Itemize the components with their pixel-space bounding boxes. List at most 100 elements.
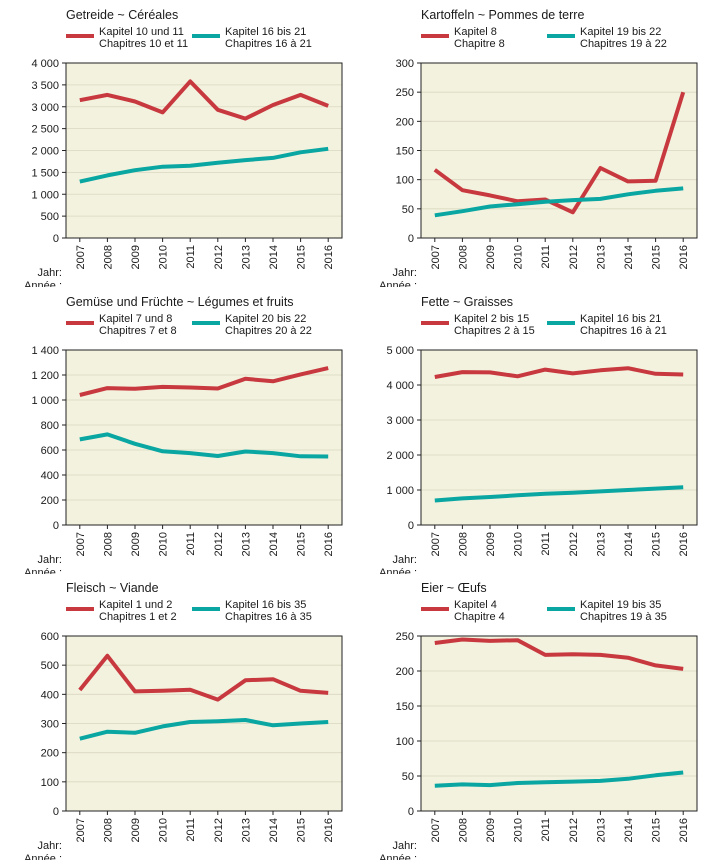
legend-label: Kapitel 7 und 8 xyxy=(99,313,173,325)
legend-swatch xyxy=(192,607,220,611)
series-line-red xyxy=(79,79,329,121)
x-tick-label: 2009 xyxy=(130,532,142,556)
legend-label-fr: Chapitres 19 à 22 xyxy=(580,38,667,50)
y-tick-label: 150 xyxy=(396,701,414,713)
y-tick-label: 200 xyxy=(396,666,414,678)
y-tick-label: 300 xyxy=(41,719,59,731)
axis-caption-jahr: Jahr: xyxy=(393,554,417,566)
chart-panel-eier: Eier ~ Œufs Kapitel 4 Chapitre 4 Kapitel… xyxy=(355,573,715,860)
x-tick-label: 2008 xyxy=(457,818,469,842)
x-tick-label: 2013 xyxy=(595,245,607,269)
chart-panel-fleisch: Fleisch ~ Viande Kapitel 1 und 2 Chapitr… xyxy=(0,573,360,860)
x-tick-label: 2012 xyxy=(568,245,580,269)
legend-label-fr: Chapitre 8 xyxy=(454,38,505,50)
legend-swatch xyxy=(66,321,94,325)
x-tick-label: 2012 xyxy=(213,245,225,269)
axis-caption-annee: Année : xyxy=(379,853,417,860)
x-tick-label: 2010 xyxy=(513,532,525,556)
x-tick-label: 2007 xyxy=(430,245,442,269)
x-tick-label: 2007 xyxy=(430,818,442,842)
x-tick-label: 2009 xyxy=(485,245,497,269)
y-tick-label: 1 200 xyxy=(31,370,59,382)
legend-label-fr: Chapitres 16 à 21 xyxy=(580,325,667,337)
y-tick-label: 250 xyxy=(396,87,414,99)
x-tick-label: 2007 xyxy=(75,818,87,842)
line-chart: 0 50 100 150 200 250 300 2007 2008 2009 2010 2011 20… xyxy=(379,58,698,287)
legend-swatch xyxy=(421,321,449,325)
y-tick-label: 600 xyxy=(41,631,59,643)
legend-label: Kapitel 19 bis 22 xyxy=(580,26,662,38)
x-tick-label: 2010 xyxy=(158,818,170,842)
y-tick-label: 150 xyxy=(396,146,414,158)
x-tick-label: 2015 xyxy=(651,245,663,269)
x-tick-label: 2014 xyxy=(623,818,635,842)
x-tick-label: 2015 xyxy=(296,245,308,269)
x-tick-label: 2007 xyxy=(430,532,442,556)
legend-label-fr: Chapitres 20 à 22 xyxy=(225,325,312,337)
plot-frame xyxy=(420,635,698,812)
y-tick-label: 3 500 xyxy=(31,80,59,92)
x-tick-label: 2010 xyxy=(513,245,525,269)
plot-frame xyxy=(420,349,698,526)
y-tick-label: 3 000 xyxy=(386,415,414,427)
legend-label: Kapitel 2 bis 15 xyxy=(454,313,530,325)
axis-caption-annee: Année : xyxy=(24,280,62,287)
legend-swatch xyxy=(547,607,575,611)
y-tick-label: 1 000 xyxy=(386,485,414,497)
legend-label-fr: Chapitres 10 et 11 xyxy=(99,38,189,50)
y-tick-label: 0 xyxy=(53,233,59,245)
legend-swatch xyxy=(66,34,94,38)
series-line-red xyxy=(434,637,684,671)
legend-swatch xyxy=(66,607,94,611)
x-tick-label: 2011 xyxy=(540,532,552,556)
legend-label-fr: Chapitres 19 à 35 xyxy=(580,611,667,623)
x-tick-label: 2015 xyxy=(296,532,308,556)
line-chart: 0 50 100 150 200 250 2007 2008 2009 2010 2011 2012 2… xyxy=(379,631,698,860)
x-tick-label: 2015 xyxy=(651,532,663,556)
legend-swatch xyxy=(192,321,220,325)
x-tick-label: 2011 xyxy=(185,818,197,842)
chart-panel-getreide: Getreide ~ Céréales Kapitel 10 und 11 Ch… xyxy=(0,0,360,287)
x-tick-label: 2015 xyxy=(651,818,663,842)
y-tick-label: 200 xyxy=(41,495,59,507)
legend-swatch xyxy=(192,34,220,38)
legend-label: Kapitel 16 bis 21 xyxy=(225,26,307,38)
y-tick-label: 2 500 xyxy=(31,124,59,136)
x-tick-label: 2016 xyxy=(323,818,335,842)
legend-swatch xyxy=(421,34,449,38)
y-tick-label: 1 500 xyxy=(31,167,59,179)
legend-label-fr: Chapitres 1 et 2 xyxy=(99,611,177,623)
x-tick-label: 2011 xyxy=(185,532,197,556)
plot-frame xyxy=(65,349,343,526)
chart-title: Fleisch ~ Viande xyxy=(66,581,159,595)
line-chart: 0 100 200 300 400 500 600 2007 2008 2009 2010 2011 2… xyxy=(24,631,343,860)
y-tick-label: 0 xyxy=(53,520,59,532)
x-tick-label: 2014 xyxy=(268,818,280,842)
legend-label: Kapitel 16 bis 21 xyxy=(580,313,662,325)
legend-label: Kapitel 10 und 11 xyxy=(99,26,184,38)
y-tick-label: 4 000 xyxy=(386,380,414,392)
y-tick-label: 0 xyxy=(408,806,414,818)
x-tick-label: 2010 xyxy=(158,532,170,556)
line-chart: 0 200 400 600 800 1 000 1 200 1 400 2007 2008 2009… xyxy=(24,345,343,574)
legend-label-fr: Chapitre 4 xyxy=(454,611,505,623)
legend-label: Kapitel 19 bis 35 xyxy=(580,599,662,611)
x-tick-label: 2016 xyxy=(323,532,335,556)
x-tick-label: 2016 xyxy=(323,245,335,269)
x-tick-label: 2016 xyxy=(678,532,690,556)
x-tick-label: 2015 xyxy=(296,818,308,842)
y-tick-label: 200 xyxy=(41,748,59,760)
y-tick-label: 1 000 xyxy=(31,189,59,201)
series-line-teal xyxy=(434,186,684,218)
x-tick-label: 2014 xyxy=(623,532,635,556)
x-tick-label: 2010 xyxy=(513,818,525,842)
legend-swatch xyxy=(421,607,449,611)
y-tick-label: 1 000 xyxy=(31,395,59,407)
x-tick-label: 2012 xyxy=(213,532,225,556)
legend-label-fr: Chapitres 16 à 21 xyxy=(225,38,312,50)
x-tick-label: 2012 xyxy=(568,532,580,556)
y-tick-label: 300 xyxy=(396,58,414,70)
x-tick-label: 2009 xyxy=(485,818,497,842)
legend-swatch xyxy=(547,34,575,38)
plot-frame xyxy=(420,62,698,239)
